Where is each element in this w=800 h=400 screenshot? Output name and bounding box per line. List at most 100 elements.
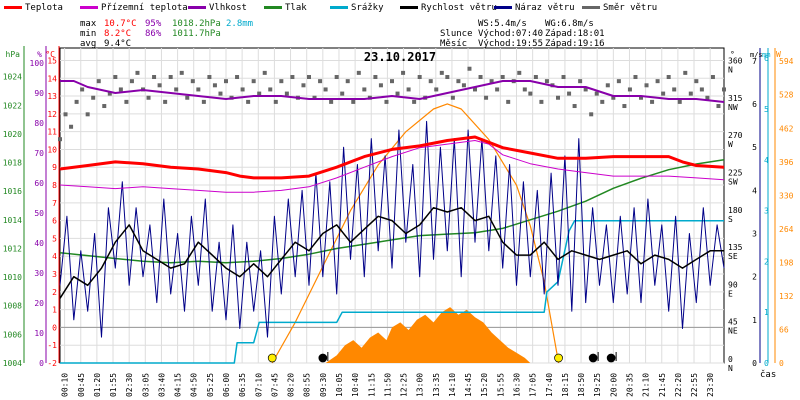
wind-direction-point xyxy=(69,124,74,129)
y-tick-label-celsius: 6 xyxy=(52,217,57,226)
legend-swatch xyxy=(4,6,22,9)
y-tick-label-mm: 1 xyxy=(764,308,769,317)
wind-direction-point xyxy=(445,75,450,80)
wind-direction-point xyxy=(544,79,549,84)
axis-title-percent: % xyxy=(37,50,42,59)
y-tick-label-hpa: 1020 xyxy=(3,130,22,139)
wind-direction-point xyxy=(362,87,367,92)
y-tick-label-celsius: 15 xyxy=(47,56,57,65)
stat-min-label: min xyxy=(80,29,97,39)
y-tick-label-wm2: 594 xyxy=(779,57,794,66)
wind-direction-point xyxy=(190,79,195,84)
wind-direction-point xyxy=(578,79,583,84)
wind-direction-point xyxy=(699,87,704,92)
x-tick-label: 07:45 xyxy=(270,373,279,397)
x-tick-label: 19:25 xyxy=(593,373,602,397)
wind-direction-point xyxy=(262,70,267,75)
axis-title-celsius: °C xyxy=(45,50,55,59)
series-line xyxy=(59,158,725,264)
x-tick-label: 18:15 xyxy=(561,373,570,397)
wind-direction-point xyxy=(528,91,533,96)
x-tick-label: 16:30 xyxy=(513,373,522,397)
x-tick-label: 23:30 xyxy=(706,373,715,397)
y-tick-label-celsius: -1 xyxy=(47,341,57,350)
y-tick-label-ms: 5 xyxy=(752,143,757,152)
x-tick-label: 15:20 xyxy=(480,373,489,397)
y-tick-label-celsius: 0 xyxy=(52,323,57,332)
x-tick-label: 11:15 xyxy=(367,373,376,397)
x-tick-label: 21:10 xyxy=(642,373,651,397)
stat-min-hum: 86% xyxy=(145,29,162,39)
wind-direction-point xyxy=(390,79,394,84)
wind-direction-point xyxy=(650,99,655,104)
legend-label: Náraz větru xyxy=(515,3,575,13)
wind-direction-point xyxy=(489,79,494,84)
y-tick-label-celsius: 11 xyxy=(47,128,57,137)
legend-item: Teplota xyxy=(4,2,63,14)
wind-direction-point xyxy=(157,83,162,88)
wind-direction-point xyxy=(273,99,278,104)
wind-direction-point xyxy=(340,91,345,96)
y-tick-label-degrees: 135 xyxy=(728,243,743,252)
series-line xyxy=(59,206,724,299)
stat-moonset: Západ:19:16 xyxy=(545,39,605,49)
legend-label: Přízemní teplota xyxy=(101,3,188,13)
x-tick-label: 14:10 xyxy=(448,373,457,397)
x-tick-label: 08:20 xyxy=(287,373,296,397)
wind-direction-point xyxy=(185,95,190,100)
x-tick-label: 05:25 xyxy=(206,373,215,397)
wind-direction-point xyxy=(600,99,605,104)
x-tick-label: 21:45 xyxy=(658,373,667,397)
x-tick-label: 08:55 xyxy=(303,373,312,397)
axis-title-mm: mm xyxy=(762,51,770,59)
wind-direction-point xyxy=(683,70,688,75)
wind-direction-point xyxy=(677,99,682,104)
legend-item: Náraz větru xyxy=(494,2,575,14)
x-tick-label: 04:50 xyxy=(190,373,199,397)
x-tick-label: 02:30 xyxy=(125,373,134,397)
wind-direction-point xyxy=(373,75,378,80)
y-tick-label-mm: 3 xyxy=(764,207,769,216)
wind-direction-point xyxy=(517,70,522,75)
axis-title-wm2: W xyxy=(776,50,781,59)
moonrise-marker xyxy=(318,353,328,363)
stat-sun-label: Slunce xyxy=(440,29,473,39)
y-tick-label-hpa: 1008 xyxy=(3,302,22,311)
y-tick-label-wm2: 198 xyxy=(779,258,794,267)
wind-direction-point xyxy=(484,95,489,100)
x-tick-label: 09:30 xyxy=(319,373,328,397)
y-tick-label-celsius: 7 xyxy=(52,199,57,208)
wind-direction-point xyxy=(235,75,240,80)
wind-direction-point xyxy=(113,75,118,80)
wind-direction-point xyxy=(605,83,610,88)
y-tick-label-wm2: 330 xyxy=(779,191,794,200)
wind-direction-point xyxy=(622,104,627,109)
x-tick-label: 04:15 xyxy=(174,373,183,397)
x-tick-label: 15:55 xyxy=(496,373,505,397)
x-tick-label: 20:00 xyxy=(609,373,618,397)
stat-avg-label: avg xyxy=(80,39,97,49)
wind-direction-point xyxy=(461,83,466,88)
y-tick-label-hpa: 1022 xyxy=(3,101,22,110)
x-tick-label: 07:10 xyxy=(254,373,263,397)
y-tick-label-percent: 60 xyxy=(34,179,44,188)
wind-direction-point xyxy=(345,79,350,84)
y-tick-label-degrees: 225 xyxy=(728,168,743,177)
stat-max-hum: 95% xyxy=(145,19,162,29)
axis-title-ms: m/s xyxy=(750,51,763,59)
y-tick-label-celsius: 12 xyxy=(47,110,57,119)
legend-item: Rychlost větru xyxy=(400,2,497,14)
y-tick-label-ms: 2 xyxy=(752,273,757,282)
y-tick-label-wm2: 66 xyxy=(779,325,789,334)
wind-direction-point xyxy=(107,91,112,96)
wind-direction-point xyxy=(168,75,173,80)
wind-direction-point xyxy=(616,79,621,84)
series-line xyxy=(59,135,725,180)
x-tick-label: 13:00 xyxy=(416,373,425,397)
wind-direction-point xyxy=(207,75,212,80)
wind-direction-point xyxy=(240,87,245,92)
legend-item: Přízemní teplota xyxy=(80,2,188,14)
legend-label: Srážky xyxy=(351,3,384,13)
y-tick-label-direction: E xyxy=(728,289,733,298)
